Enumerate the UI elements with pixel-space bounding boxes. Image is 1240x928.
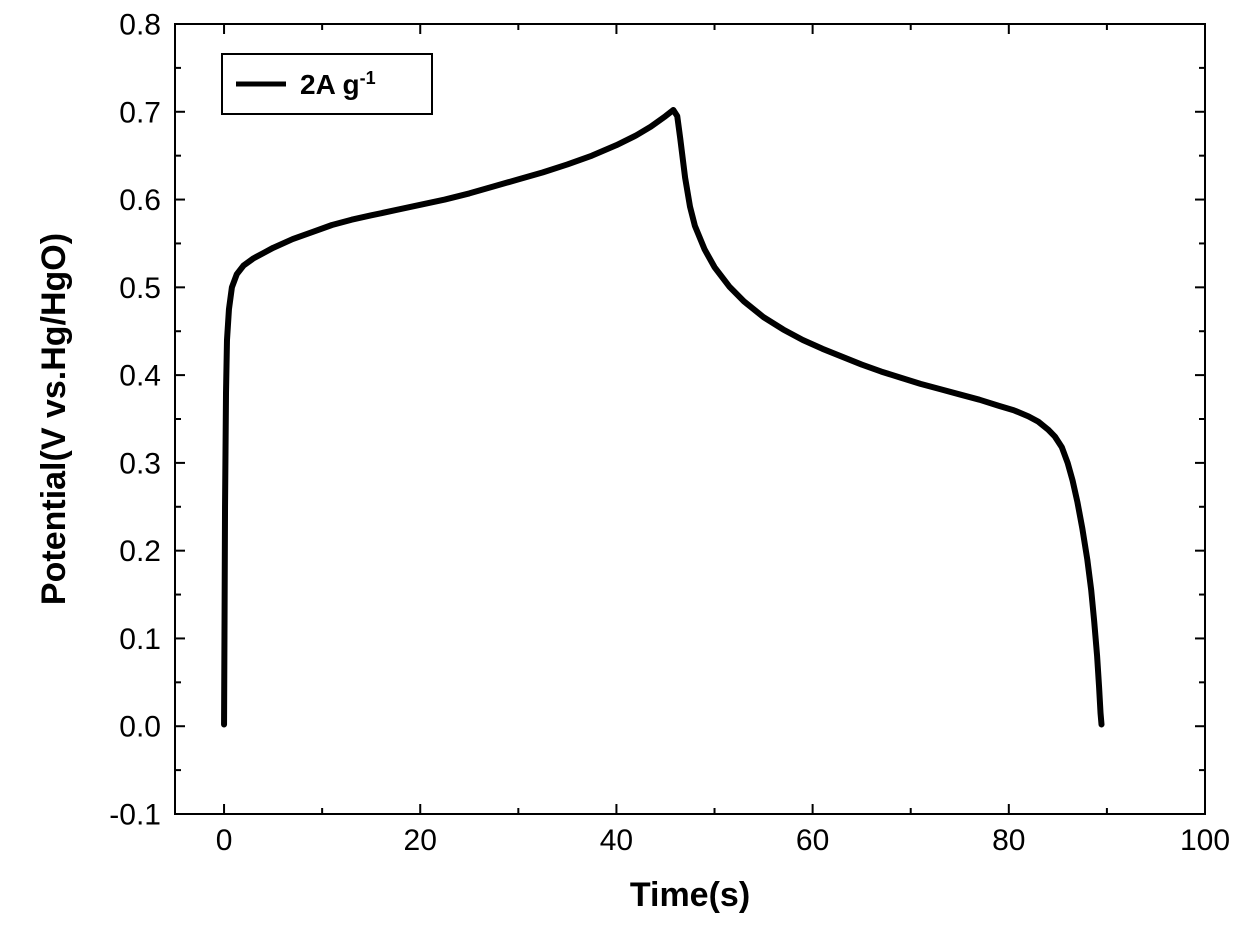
y-axis-title: Potential(V vs.Hg/HgO)	[35, 233, 73, 605]
y-tick-label: 0.1	[119, 623, 161, 656]
x-tick-label: 20	[404, 824, 437, 857]
plot-border	[175, 24, 1205, 814]
y-tick-label: 0.3	[119, 447, 161, 480]
legend: 2A g-1	[222, 54, 432, 114]
y-tick-label: 0.4	[119, 360, 161, 393]
y-tick-label: -0.1	[109, 799, 161, 832]
gcd-chart: 0 20 40 60 80 100 -0.1 0.0 0.1 0.2 0.3 0.4 0.5 0.6 0.7…	[0, 0, 1240, 928]
y-tick-label: 0.7	[119, 96, 161, 129]
x-axis-title: Time(s)	[630, 876, 750, 914]
y-tick-label: 0.0	[119, 711, 161, 744]
x-tick-label: 40	[600, 824, 633, 857]
y-tick-label: 0.2	[119, 535, 161, 568]
x-tick-label: 0	[216, 824, 233, 857]
y-tick-label: 0.8	[119, 9, 161, 42]
x-tick-label: 80	[992, 824, 1025, 857]
x-tick-label: 60	[796, 824, 829, 857]
x-tick-label: 100	[1180, 824, 1230, 857]
y-tick-label: 0.6	[119, 184, 161, 217]
y-tick-label: 0.5	[119, 272, 161, 305]
